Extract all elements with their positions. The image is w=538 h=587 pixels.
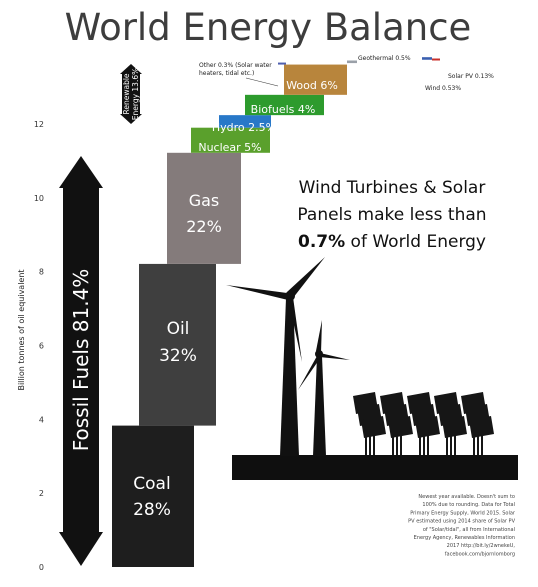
bar-biofuels [245,94,324,116]
solar-panel [469,416,494,438]
coal-label: Coal [133,474,170,494]
renewable-label-line2: Energy 13.6% [131,68,140,120]
small-turbine-tower [313,356,326,456]
y-axis: 0 2 4 6 8 10 12 [34,120,44,572]
bar-oil [139,263,216,426]
footnote-line: of "Solar/tidal", all from International [423,527,515,533]
solar-panel-post [450,424,452,455]
bar-wind [422,57,432,60]
headline-line1: Wind Turbines & Solar [299,178,486,198]
oil-label: Oil [167,319,190,339]
solar-panel [388,416,413,438]
solar-panel-post [477,424,479,455]
solar-panel-post [373,436,375,455]
solar-panels [353,392,494,455]
renewable-label-line1: Renewable [122,73,131,114]
footnote: Newest year available. Doesn't sum to 100… [408,494,516,557]
solar-panel-post [369,424,371,455]
footnote-line: Newest year available. Doesn't sum to [418,494,515,500]
bar-solar-pv [432,58,440,61]
other-leader-line [245,77,279,87]
y-tick-label: 6 [39,342,44,351]
renewable-bracket: Renewable Energy 13.6% [120,64,142,124]
headline-line2: Panels make less than [297,205,486,225]
y-tick-label: 0 [39,563,44,572]
bar-nuclear [191,127,270,153]
turbines-and-panels-illustration [226,257,518,480]
ground-strip [232,455,518,480]
big-turbine-blade-2 [226,285,288,300]
big-turbine-tower [280,298,299,456]
solar-panel-post [400,436,402,455]
nuclear-label: Nuclear 5% [198,141,261,154]
y-tick-label: 12 [34,120,44,129]
solar-panel-post [481,436,483,455]
solar-panel [442,416,467,438]
footnote-line: facebook.com/bjornlomborg [445,551,515,557]
small-turbine-blade-2 [298,356,321,390]
gas-percent: 22% [186,217,222,236]
headline-highlight: 0.7% [298,232,345,252]
y-axis-label: Billion tonnes of oil equivalent [17,269,26,390]
coal-percent: 28% [133,500,171,520]
y-tick-label: 10 [34,194,44,203]
other-callout-line1: Other 0.3% (Solar water [199,62,272,69]
footnote-line: 100% due to rounding. Data for Total [422,502,515,508]
bar-hydro [219,115,271,128]
big-turbine-blade-3 [288,297,302,362]
headline-rest: of World Energy [345,232,486,252]
small-turbine-blade-3 [319,353,350,360]
y-tick-label: 8 [39,268,44,277]
solar-panel-post [396,424,398,455]
footnote-line: Primary Energy Supply, World 2015. Solar [410,510,516,516]
bar-other [278,62,286,65]
bar-wood [284,64,347,95]
y-tick-label: 4 [39,415,44,424]
biofuels-label: Biofuels 4% [251,103,316,116]
other-callout-line2: heaters, tidal etc.) [199,70,254,77]
y-tick-label: 2 [39,489,44,498]
headline-line3: 0.7% of World Energy [298,232,486,252]
footnote-line: PV estimated using 2014 share of Solar P… [408,519,515,525]
bar-coal [112,425,194,567]
footnote-line: Energy Agency, Renewables Information [414,535,515,541]
wood-label: Wood 6% [286,79,338,92]
solar-panel-post [454,436,456,455]
gas-label: Gas [189,191,220,210]
solar-callout: Solar PV 0.13% [448,73,494,80]
bar-gas [167,152,241,264]
solar-panel-post [427,436,429,455]
oil-percent: 32% [159,346,197,366]
solar-panel [415,416,440,438]
chart-title: World Energy Balance [65,6,472,49]
bar-geothermal [347,60,357,64]
geothermal-callout: Geothermal 0.5% [358,55,411,62]
small-turbine-blade-1 [316,320,322,353]
fossil-fuel-label: Fossil Fuels 81.4% [69,269,93,452]
solar-panel [361,416,386,438]
hydro-label: Hydro 2.5% [212,121,276,134]
big-turbine-blade-1 [287,257,325,298]
solar-panel-post [423,424,425,455]
footnote-line: 2017 http://bit.ly/2wnekeU, [447,543,516,549]
wind-callout: Wind 0.53% [425,85,461,92]
bars [112,57,440,567]
fossil-fuel-bracket: Fossil Fuels 81.4% [59,156,103,566]
